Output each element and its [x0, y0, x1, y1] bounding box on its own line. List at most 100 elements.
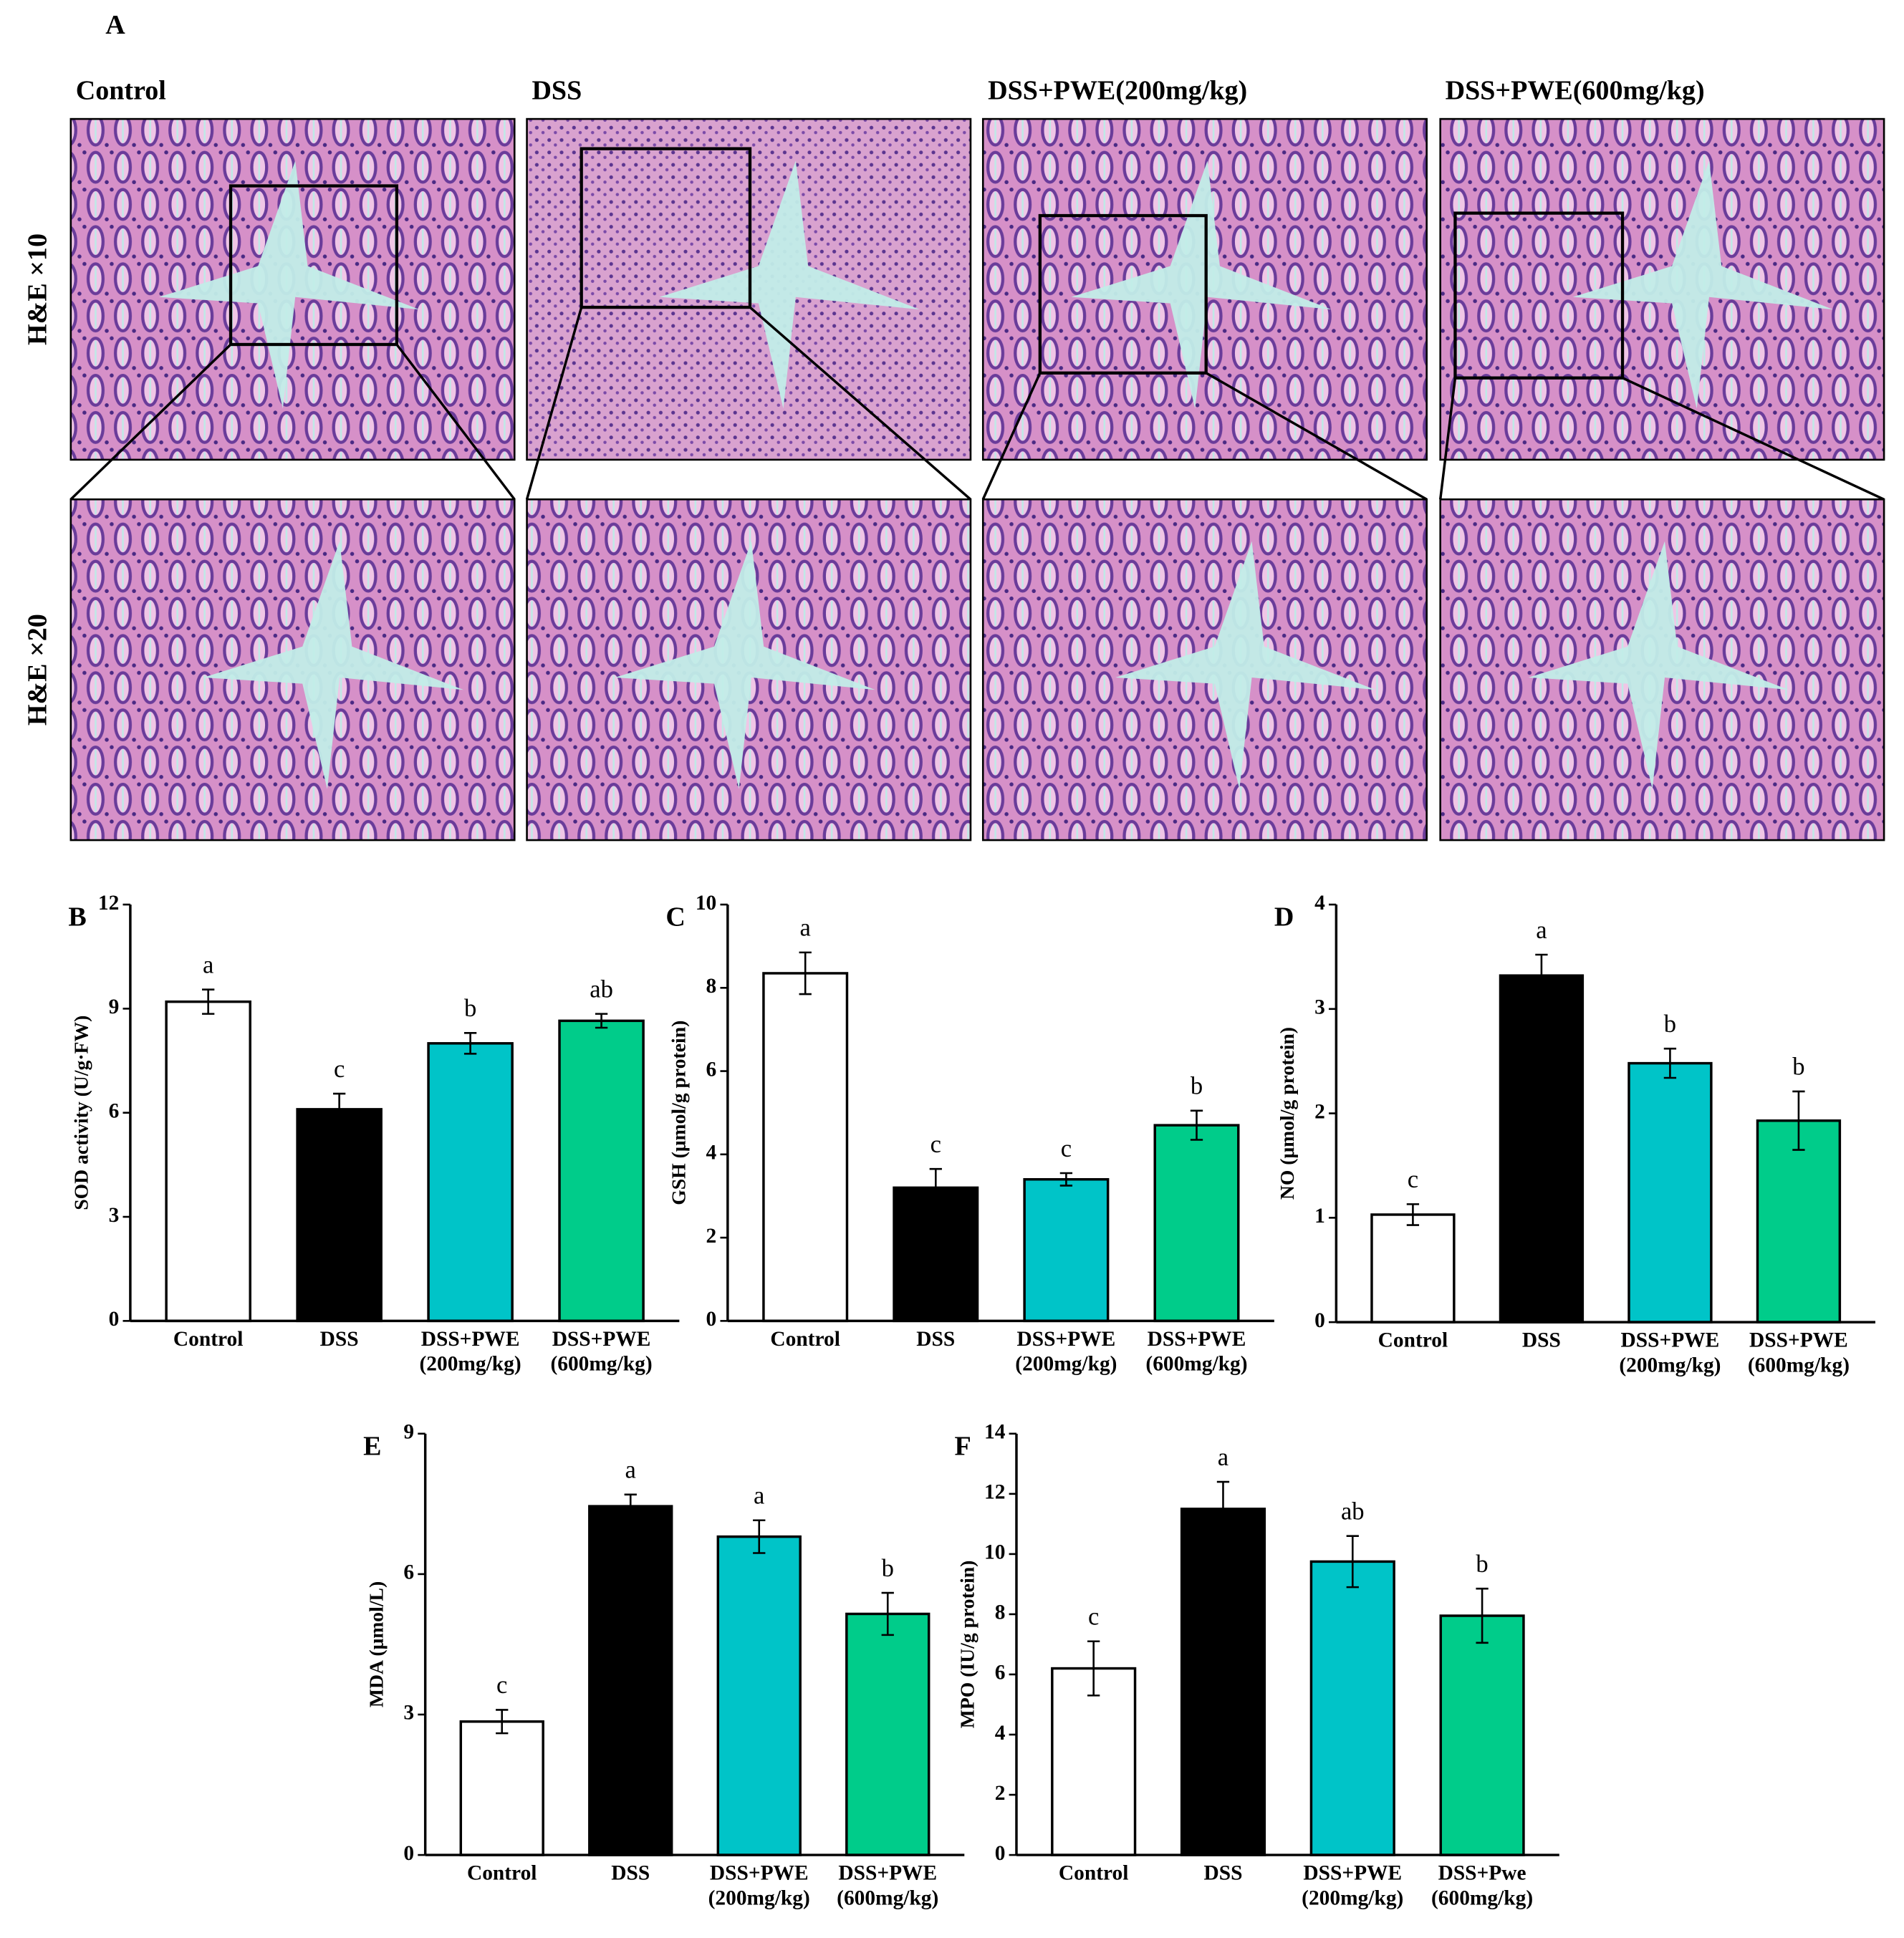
significance-letter: b: [1191, 1073, 1203, 1100]
y-tick-label: 14: [984, 1421, 1006, 1444]
error-bar: [1535, 953, 1548, 998]
y-tick-label: 9: [109, 995, 120, 1018]
lumen: [1528, 541, 1789, 789]
y-tick-label: 2: [1314, 1100, 1325, 1123]
significance-letter: c: [931, 1131, 941, 1158]
y-tick-label: 2: [706, 1225, 717, 1248]
x-tick-label-box: DSS+PWE (200mg/kg): [708, 1861, 810, 1910]
x-tick-label-box: DSS+PWE (600mg/kg): [1145, 1327, 1247, 1376]
image-border: [69, 117, 516, 461]
y-tick-label: 3: [109, 1204, 120, 1227]
bar: [716, 1535, 802, 1856]
significance-letter: c: [334, 1056, 345, 1083]
error-bar: [881, 1591, 894, 1636]
y-tick-label: 0: [109, 1308, 120, 1331]
bar: [427, 1042, 514, 1323]
error-bar: [595, 1013, 608, 1029]
significance-letter: c: [1408, 1166, 1418, 1193]
y-tick-label: 8: [995, 1601, 1006, 1624]
zoom-box: [1453, 211, 1625, 380]
significance-letter: ab: [590, 975, 613, 1003]
bar: [1180, 1508, 1266, 1856]
x-tick-label: DSS+PWE (200mg/kg): [708, 1861, 810, 1910]
error-bar: [1216, 1480, 1230, 1537]
bar: [1627, 1061, 1713, 1324]
significance-letter: a: [625, 1457, 636, 1484]
image-border: [981, 117, 1428, 461]
x-tick-label: DSS+PWE (600mg/kg): [550, 1327, 653, 1377]
bar: [1370, 1213, 1456, 1324]
x-tick-label-box: DSS: [916, 1327, 956, 1351]
panel-label: D: [1274, 902, 1294, 932]
significance-letter: b: [1664, 1011, 1676, 1038]
x-tick-label-box: DSS+Pwe (600mg/kg): [1431, 1861, 1533, 1910]
significance-letter: a: [754, 1483, 764, 1510]
significance-letter: c: [1061, 1135, 1072, 1162]
x-tick-label-box: DSS+PWE (200mg/kg): [1302, 1861, 1404, 1910]
bar: [1023, 1177, 1110, 1323]
y-tick-label: 4: [995, 1722, 1006, 1745]
lumen: [1115, 541, 1376, 789]
y-axis-label: NO (μmol/g protein): [1276, 1027, 1298, 1200]
x-tick-label-box: DSS+PWE (600mg/kg): [837, 1861, 938, 1910]
significance-letter: a: [203, 952, 213, 979]
histology-image: [981, 498, 1428, 842]
x-tick-label-box: Control: [1059, 1861, 1129, 1885]
significance-letter: b: [464, 995, 476, 1022]
x-tick-label: DSS+PWE (200mg/kg): [419, 1327, 521, 1377]
x-tick-label-box: DSS+PWE (200mg/kg): [1015, 1327, 1117, 1376]
y-axis-label: SOD activity (U/g·FW): [70, 1016, 92, 1210]
x-tick-label: DSS: [916, 1327, 956, 1351]
y-tick-label: 6: [995, 1662, 1006, 1684]
error-bar: [799, 951, 812, 995]
error-bar: [929, 1167, 942, 1207]
error-bar: [1792, 1090, 1805, 1151]
error-bar: [1663, 1047, 1677, 1079]
x-tick-label: DSS: [611, 1861, 650, 1885]
bar: [1499, 974, 1585, 1324]
x-tick-label-box: DSS: [611, 1861, 650, 1885]
x-tick-label: DSS+PWE (200mg/kg): [1302, 1861, 1404, 1910]
y-tick-label: 10: [696, 892, 716, 915]
zoom-box: [229, 184, 399, 347]
image-border: [1439, 117, 1885, 461]
y-tick-label: 10: [984, 1541, 1005, 1564]
error-bar: [463, 1031, 477, 1055]
significance-letter: a: [1218, 1444, 1229, 1471]
image-border: [981, 498, 1428, 842]
histology-image: [69, 117, 516, 461]
x-tick-label-box: Control: [173, 1327, 244, 1351]
significance-letter: a: [1536, 917, 1547, 944]
error-bar: [496, 1709, 509, 1735]
bar: [1756, 1119, 1842, 1324]
zoom-line: [749, 306, 972, 501]
bar: [762, 972, 849, 1323]
y-tick-label: 4: [706, 1142, 717, 1165]
column-label: Control: [76, 75, 166, 105]
y-axis-label: MPO (IU/g protein): [956, 1561, 979, 1729]
y-axis-label: GSH (μmol/g protein): [667, 1021, 689, 1205]
histology-image: [526, 498, 972, 842]
x-tick-label-box: DSS+PWE (600mg/kg): [1748, 1329, 1850, 1377]
x-tick-label-box: Control: [1378, 1329, 1448, 1352]
y-tick-label: 0: [1314, 1309, 1325, 1332]
x-tick-label: Control: [770, 1327, 840, 1351]
error-bar: [1406, 1203, 1420, 1226]
zoom-line: [525, 307, 583, 500]
image-border: [526, 498, 972, 842]
lumen: [615, 541, 875, 789]
x-tick-label-box: DSS: [1203, 1861, 1242, 1885]
bar: [165, 1000, 251, 1323]
y-tick-label: 0: [403, 1842, 414, 1865]
bar: [296, 1108, 383, 1323]
y-tick-label: 12: [98, 892, 119, 915]
zoom-line: [981, 372, 1042, 500]
bar: [1439, 1614, 1525, 1856]
histology-image: [69, 498, 516, 842]
x-tick-label-box: DSS+PWE (200mg/kg): [419, 1327, 521, 1377]
y-tick-label: 0: [706, 1308, 717, 1331]
error-bar: [753, 1519, 766, 1554]
zoom-box: [580, 147, 752, 309]
bar: [1153, 1124, 1240, 1323]
